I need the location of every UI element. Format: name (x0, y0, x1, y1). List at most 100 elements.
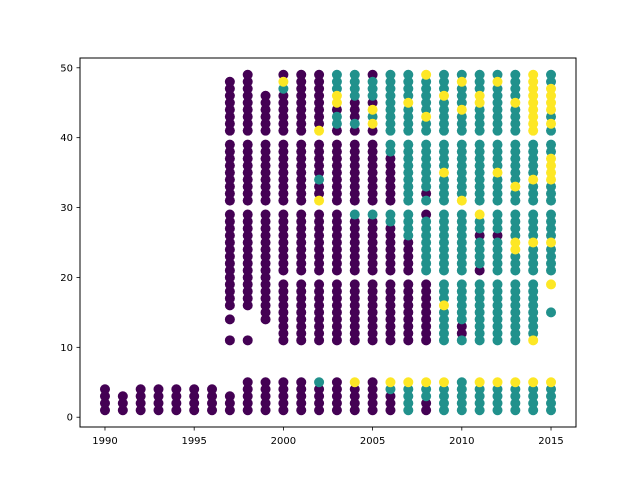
data-point-purple (367, 244, 378, 255)
data-point-purple (224, 83, 235, 94)
data-point-yellow (421, 111, 432, 122)
data-point-purple (224, 111, 235, 122)
data-point-purple (189, 384, 200, 395)
data-point-purple (385, 223, 396, 234)
data-point-yellow (546, 153, 557, 164)
data-point-purple (314, 405, 325, 416)
y-tick-label: 50 (60, 63, 73, 74)
data-point-teal (421, 251, 432, 262)
data-point-purple (224, 174, 235, 185)
data-point-yellow (528, 111, 539, 122)
data-point-teal (421, 90, 432, 101)
data-point-purple (296, 104, 307, 115)
data-point-purple (349, 195, 360, 206)
data-point-teal (474, 258, 485, 269)
data-point-teal (492, 146, 503, 157)
data-point-teal (403, 216, 414, 227)
data-point-purple (278, 188, 289, 199)
data-point-teal (510, 111, 521, 122)
data-point-purple (171, 391, 182, 402)
data-point-teal (510, 314, 521, 325)
data-point-purple (349, 384, 360, 395)
data-point-teal (456, 335, 467, 346)
data-point-teal (331, 83, 342, 94)
data-point-yellow (474, 97, 485, 108)
data-point-teal (492, 216, 503, 227)
data-point-purple (349, 104, 360, 115)
data-point-teal (314, 377, 325, 388)
data-point-teal (385, 146, 396, 157)
data-point-teal (474, 181, 485, 192)
data-point-purple (278, 216, 289, 227)
data-point-teal (546, 265, 557, 276)
data-point-purple (403, 251, 414, 262)
data-point-purple (331, 265, 342, 276)
data-point-purple (385, 279, 396, 290)
data-point-purple (367, 328, 378, 339)
data-point-teal (474, 174, 485, 185)
data-point-teal (510, 146, 521, 157)
data-point-purple (474, 230, 485, 241)
data-point-teal (492, 398, 503, 409)
data-point-purple (278, 139, 289, 150)
data-point-teal (492, 174, 503, 185)
data-point-purple (207, 384, 218, 395)
data-point-purple (314, 237, 325, 248)
data-point-teal (546, 125, 557, 136)
data-point-purple (224, 258, 235, 269)
data-point-purple (349, 188, 360, 199)
data-point-teal (492, 125, 503, 136)
data-point-purple (314, 76, 325, 87)
data-point-purple (278, 328, 289, 339)
data-point-purple (349, 314, 360, 325)
data-point-purple (260, 272, 271, 283)
data-point-purple (242, 160, 253, 171)
data-point-purple (296, 83, 307, 94)
data-point-teal (421, 195, 432, 206)
data-point-teal (403, 69, 414, 80)
data-point-teal (456, 391, 467, 402)
data-point-yellow (528, 97, 539, 108)
data-point-teal (510, 83, 521, 94)
data-point-purple (421, 398, 432, 409)
data-point-teal (421, 244, 432, 255)
data-point-purple (224, 279, 235, 290)
data-point-purple (296, 293, 307, 304)
data-point-yellow (510, 237, 521, 248)
data-point-teal (510, 90, 521, 101)
data-point-yellow (528, 118, 539, 129)
data-point-purple (242, 97, 253, 108)
data-point-teal (456, 307, 467, 318)
data-point-purple (242, 146, 253, 157)
data-point-teal (474, 391, 485, 402)
data-point-purple (224, 314, 235, 325)
data-point-teal (510, 167, 521, 178)
data-point-teal (403, 405, 414, 416)
data-point-teal (492, 209, 503, 220)
data-point-teal (456, 181, 467, 192)
data-point-teal (349, 76, 360, 87)
data-point-yellow (546, 83, 557, 94)
data-point-purple (278, 230, 289, 241)
data-point-purple (314, 300, 325, 311)
data-point-purple (331, 335, 342, 346)
data-point-purple (278, 153, 289, 164)
data-point-teal (421, 384, 432, 395)
data-point-teal (474, 237, 485, 248)
data-point-teal (546, 216, 557, 227)
data-point-teal (510, 307, 521, 318)
data-point-yellow (546, 237, 557, 248)
data-point-teal (528, 223, 539, 234)
data-point-teal (349, 69, 360, 80)
data-point-purple (296, 230, 307, 241)
data-point-purple (331, 104, 342, 115)
data-point-purple (349, 174, 360, 185)
data-point-teal (403, 209, 414, 220)
data-point-teal (510, 195, 521, 206)
data-point-teal (528, 209, 539, 220)
data-point-purple (403, 258, 414, 269)
data-point-purple (331, 230, 342, 241)
data-point-yellow (510, 97, 521, 108)
data-point-teal (349, 83, 360, 94)
data-point-purple (99, 405, 110, 416)
